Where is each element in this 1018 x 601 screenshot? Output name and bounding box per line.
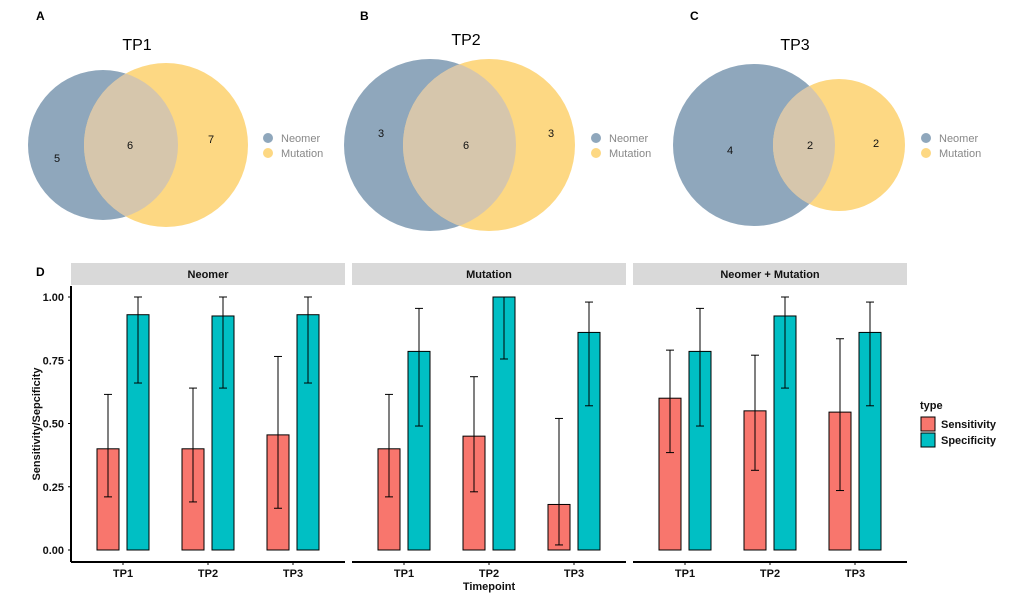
venn-count-neomer-only: 3	[378, 128, 384, 140]
error-bar	[585, 301, 593, 407]
legend-swatch-specificity	[920, 432, 936, 448]
legend-label-mutation: Mutation	[609, 148, 651, 160]
venn-title: TP2	[451, 32, 480, 49]
venn-tp3: C TP3 4 2 2 Neomer Mutation	[673, 9, 981, 226]
legend-label-mutation: Mutation	[281, 148, 323, 160]
legend-label-mutation: Mutation	[939, 148, 981, 160]
venn-count-neomer-only: 5	[54, 153, 60, 165]
facet-strip-label: Mutation	[466, 269, 512, 281]
facet-neomer: Neomer TP1 TP2 TP3	[70, 263, 345, 580]
panel-label: A	[36, 9, 45, 23]
venn-overlap	[84, 70, 178, 220]
venn-count-mutation-only: 2	[873, 138, 879, 150]
venn-count-overlap: 6	[127, 140, 133, 152]
x-tick-label: TP2	[198, 568, 218, 580]
facet-strip-label: Neomer	[188, 269, 230, 281]
x-tick-label: TP3	[845, 568, 865, 580]
error-bar	[304, 296, 312, 384]
error-bar	[104, 393, 112, 498]
venn-legend: Neomer Mutation	[263, 133, 323, 160]
legend-swatch-neomer	[921, 133, 931, 143]
venn-panels: A TP1 5 6 7 Neomer Mutation B TP2 3 6 3 Neomer Mutati…	[28, 9, 981, 231]
venn-title: TP1	[122, 37, 151, 54]
venn-count-overlap: 6	[463, 140, 469, 152]
legend-swatch-neomer	[591, 133, 601, 143]
error-bar	[189, 387, 197, 503]
y-axis-title: Sensitivity/Sepcificity	[31, 367, 43, 481]
panel-label: B	[360, 9, 369, 23]
venn-tp2: B TP2 3 6 3 Neomer Mutation	[344, 9, 651, 231]
error-bar	[470, 376, 478, 493]
y-tick-label: 0.50	[43, 419, 64, 431]
facet-strip	[71, 263, 345, 285]
bar-chart-panel: 0.00 0.25 0.50 0.75 1.00 Sensitivity/Sepcific…	[31, 263, 997, 593]
x-tick-label: TP3	[564, 568, 584, 580]
error-bar	[274, 355, 282, 509]
error-bar	[866, 301, 874, 407]
facet-strip	[633, 263, 907, 285]
legend-label-neomer: Neomer	[281, 133, 320, 145]
y-tick-label: 1.00	[43, 292, 64, 304]
x-axis-title: Timepoint	[463, 581, 516, 593]
venn-title: TP3	[780, 37, 809, 54]
error-bar	[836, 338, 844, 492]
legend-swatch-mutation	[921, 148, 931, 158]
venn-tp1: A TP1 5 6 7 Neomer Mutation	[28, 9, 323, 227]
error-bar	[500, 296, 508, 360]
legend-swatch-mutation	[591, 148, 601, 158]
x-tick-label: TP1	[113, 568, 133, 580]
facet-neomer-mutation: Neomer + Mutation TP1 TP2 TP3	[633, 263, 907, 580]
error-bar	[415, 307, 423, 427]
legend-title: type	[920, 400, 943, 412]
facet-strip-label: Neomer + Mutation	[720, 269, 820, 281]
x-tick-label: TP1	[394, 568, 414, 580]
facet-strip	[352, 263, 626, 285]
x-tick-label: TP2	[479, 568, 499, 580]
y-tick-label: 0.25	[43, 482, 64, 494]
error-bar	[385, 393, 393, 498]
venn-count-mutation-only: 7	[208, 134, 214, 146]
panel-label-d: D	[36, 265, 45, 279]
venn-count-neomer-only: 4	[727, 145, 733, 157]
error-bar	[666, 349, 674, 454]
x-tick-label: TP2	[760, 568, 780, 580]
legend-swatch-mutation	[263, 148, 273, 158]
x-tick-label: TP1	[675, 568, 695, 580]
error-bar	[219, 296, 227, 389]
legend-swatch-sensitivity	[920, 416, 936, 432]
error-bar	[751, 354, 759, 471]
legend-label-neomer: Neomer	[939, 133, 978, 145]
legend-label-sensitivity: Sensitivity	[941, 419, 997, 431]
error-bar	[696, 307, 704, 427]
bar-legend: type Sensitivity Specificity	[920, 400, 997, 448]
legend-swatch-neomer	[263, 133, 273, 143]
error-bar	[555, 417, 563, 546]
venn-legend: Neomer Mutation	[921, 133, 981, 160]
x-tick-label: TP3	[283, 568, 303, 580]
venn-legend: Neomer Mutation	[591, 133, 651, 160]
panel-label: C	[690, 9, 699, 23]
y-tick-label: 0.75	[43, 355, 64, 367]
venn-overlap	[773, 79, 835, 211]
venn-count-mutation-only: 3	[548, 128, 554, 140]
error-bar	[134, 296, 142, 384]
venn-overlap	[403, 59, 516, 231]
legend-label-neomer: Neomer	[609, 133, 648, 145]
y-tick-label: 0.00	[43, 545, 64, 557]
venn-count-overlap: 2	[807, 140, 813, 152]
facet-mutation: Mutation TP1 TP2 TP3	[352, 263, 626, 580]
legend-label-specificity: Specificity	[941, 435, 997, 447]
error-bar	[781, 296, 789, 389]
